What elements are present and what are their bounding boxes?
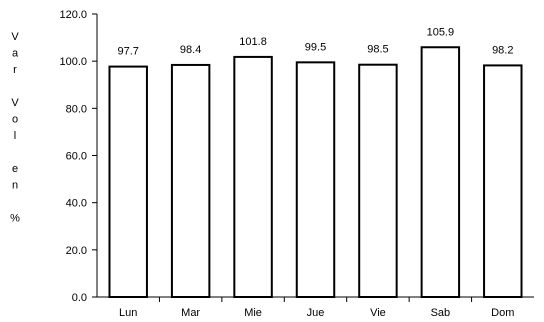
y-axis-title-char: e <box>12 163 18 175</box>
bar-value-label: 99.5 <box>305 41 326 53</box>
y-tick-label: 60.0 <box>66 151 87 163</box>
bar <box>358 63 398 299</box>
y-axis-title-char: l <box>14 130 16 142</box>
y-axis-title-char: n <box>12 180 18 192</box>
y-tick-label: 80.0 <box>66 103 87 115</box>
y-tick-label: 0.0 <box>72 292 87 304</box>
x-axis: Lun Mar Mie Jue Vie Sab Dom <box>97 296 534 319</box>
bar-value-label: 98.2 <box>492 44 513 56</box>
y-axis-title-char: r <box>13 64 17 76</box>
y-tick-label: 120.0 <box>59 9 87 21</box>
y-tick-label: 20.0 <box>66 245 87 257</box>
y-axis-title: Var Vol en% <box>10 31 20 225</box>
x-tick-label: Dom <box>491 307 514 319</box>
bar-value-label: 97.7 <box>118 46 139 58</box>
bar-value-label: 105.9 <box>427 26 455 38</box>
x-tick-label: Lun <box>119 307 137 319</box>
x-tick-label: Sab <box>431 307 451 319</box>
y-axis-title-char: a <box>12 48 19 60</box>
y-axis-title-char: V <box>11 97 19 109</box>
x-tick-label: Mie <box>244 307 262 319</box>
y-axis-title-char: % <box>10 213 20 225</box>
y-tick-label: 100.0 <box>59 56 87 68</box>
y-tick-label: 40.0 <box>66 198 87 210</box>
bar <box>108 65 148 298</box>
bar-value-label: 101.8 <box>239 36 267 48</box>
x-tick-label: Jue <box>307 307 325 319</box>
value-labels: 97.7 98.4 101.8 99.5 98.5 105.9 98.2 <box>118 26 514 57</box>
y-axis-title-char: V <box>11 31 19 43</box>
bar <box>233 55 273 299</box>
y-axis-title-char: o <box>12 114 18 126</box>
bar-value-label: 98.4 <box>180 44 201 56</box>
bar-value-label: 98.5 <box>367 44 388 56</box>
bar <box>170 63 211 298</box>
x-tick-label: Mar <box>181 307 200 319</box>
y-axis: 0.0 20.0 40.0 60.0 80.0 100.0 120.0 <box>59 9 98 304</box>
x-tick-label: Vie <box>370 307 386 319</box>
bar <box>483 64 523 298</box>
bar <box>295 61 336 298</box>
bars <box>108 46 523 299</box>
bar <box>420 46 461 298</box>
